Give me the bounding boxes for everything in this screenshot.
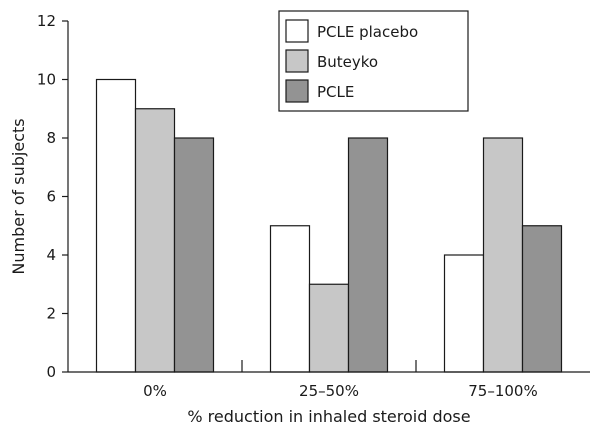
bars-layer xyxy=(95,78,563,373)
y-tick-label: 8 xyxy=(46,129,56,147)
legend-box xyxy=(278,10,469,112)
legend: PCLE placebo Buteyko PCLE xyxy=(278,10,469,112)
y-tick-label: 12 xyxy=(37,12,56,30)
bar-buteyko-75-100 xyxy=(482,137,524,373)
x-ticks: 0% 25–50% 75–100% xyxy=(143,360,538,400)
legend-label-pcle-placebo: PCLE placebo xyxy=(317,23,418,41)
legend-label-pcle: PCLE xyxy=(317,83,354,101)
bar-pcle-25-50 xyxy=(347,137,389,373)
x-tick-label: 25–50% xyxy=(299,382,359,400)
axes-layer: 0 2 4 6 8 10 12 0% 25–50% 75–100% xyxy=(37,12,590,400)
y-tick-label: 2 xyxy=(46,305,56,323)
bar-pcle-placebo-25-50 xyxy=(269,225,311,373)
x-tick-label: 75–100% xyxy=(468,382,537,400)
bar-pcle-placebo-0 xyxy=(95,78,137,373)
bar-pcle-placebo-75-100 xyxy=(443,254,485,373)
y-tick-label: 10 xyxy=(37,71,56,89)
x-axis-title: % reduction in inhaled steroid dose xyxy=(187,407,470,426)
legend-swatch-buteyko xyxy=(285,49,309,73)
legend-swatch-pcle-placebo xyxy=(285,19,309,43)
legend-swatch-pcle xyxy=(285,79,309,103)
legend-label-buteyko: Buteyko xyxy=(317,53,378,71)
bar-pcle-75-100 xyxy=(521,225,563,373)
y-axis-title: Number of subjects xyxy=(9,118,28,274)
y-tick-label: 6 xyxy=(46,188,56,206)
bar-buteyko-25-50 xyxy=(308,283,350,373)
bar-pcle-0 xyxy=(173,137,215,373)
y-tick-label: 0 xyxy=(46,363,56,381)
x-tick-label: 0% xyxy=(143,382,167,400)
bar-buteyko-0 xyxy=(134,108,176,373)
y-tick-label: 4 xyxy=(46,246,56,264)
y-ticks: 0 2 4 6 8 10 12 xyxy=(37,12,68,381)
